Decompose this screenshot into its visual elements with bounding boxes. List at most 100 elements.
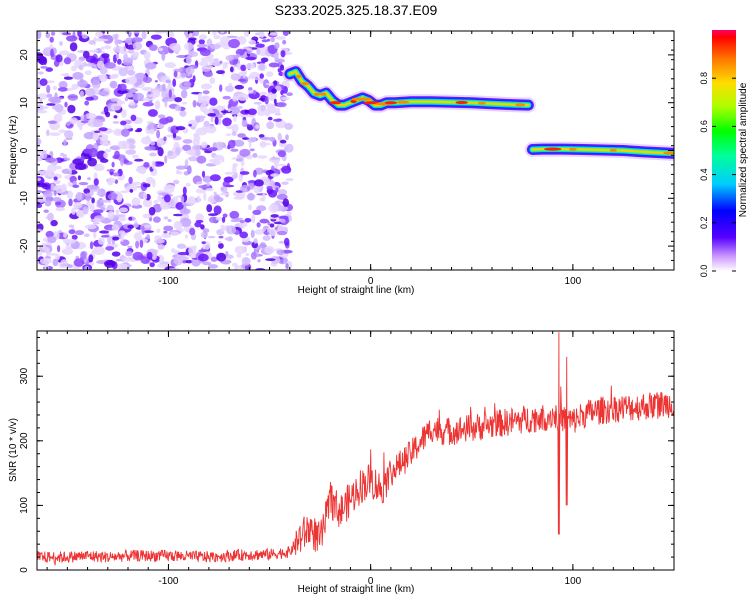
noise-blob bbox=[254, 77, 261, 81]
noise-blob bbox=[60, 152, 65, 157]
noise-blob bbox=[62, 32, 72, 36]
noise-blob bbox=[125, 149, 136, 155]
noise-blob bbox=[166, 85, 171, 92]
noise-blob bbox=[245, 252, 250, 257]
noise-blob bbox=[175, 165, 187, 170]
noise-blob bbox=[58, 129, 67, 134]
noise-blob bbox=[276, 107, 281, 115]
noise-blob bbox=[163, 230, 168, 234]
noise-blob bbox=[185, 66, 195, 75]
noise-blob bbox=[216, 252, 227, 262]
noise-blob bbox=[93, 130, 101, 134]
noise-blob bbox=[276, 102, 287, 108]
noise-blob bbox=[182, 186, 187, 195]
noise-blob bbox=[208, 264, 218, 269]
noise-blob bbox=[202, 261, 212, 266]
noise-blob bbox=[157, 147, 164, 157]
noise-blob bbox=[37, 104, 44, 112]
noise-blob bbox=[226, 225, 230, 234]
noise-blob bbox=[142, 76, 153, 84]
noise-blob bbox=[194, 115, 207, 119]
noise-blob bbox=[248, 39, 257, 45]
noise-blob bbox=[241, 257, 251, 266]
noise-blob bbox=[202, 95, 208, 100]
noise-blob bbox=[225, 55, 234, 61]
noise-blob bbox=[127, 70, 136, 76]
snr-xtick-label: -100 bbox=[158, 576, 178, 587]
noise-blob bbox=[179, 217, 192, 227]
noise-blob bbox=[257, 103, 261, 113]
snr-xtick-label: 100 bbox=[565, 576, 582, 587]
noise-blob bbox=[181, 89, 188, 99]
noise-blob bbox=[69, 117, 78, 125]
noise-blob bbox=[109, 145, 121, 151]
noise-blob bbox=[273, 118, 282, 122]
noise-blob bbox=[195, 219, 204, 223]
noise-blob bbox=[84, 265, 90, 270]
noise-blob bbox=[234, 217, 244, 220]
noise-blob bbox=[267, 116, 273, 121]
noise-blob bbox=[200, 141, 208, 148]
noise-blob bbox=[167, 150, 174, 157]
noise-blob bbox=[224, 171, 235, 175]
noise-blob bbox=[167, 219, 172, 222]
noise-blob bbox=[59, 41, 63, 46]
noise-blob bbox=[98, 127, 108, 132]
noise-blob bbox=[111, 161, 115, 168]
noise-blob bbox=[220, 185, 228, 194]
noise-blob bbox=[84, 100, 90, 106]
noise-blob bbox=[202, 228, 210, 234]
noise-blob bbox=[221, 216, 226, 223]
noise-blob bbox=[276, 249, 285, 256]
noise-blob bbox=[180, 72, 188, 78]
noise-blob bbox=[43, 209, 49, 213]
noise-blob bbox=[258, 31, 265, 38]
noise-blob bbox=[80, 155, 85, 162]
noise-blob bbox=[66, 121, 71, 126]
noise-blob bbox=[200, 231, 209, 238]
snr-ticks: -100 0 100 0 100 200 300 bbox=[19, 331, 675, 587]
noise-blob bbox=[92, 246, 105, 255]
noise-blob bbox=[256, 47, 261, 56]
noise-blob bbox=[165, 31, 173, 37]
noise-blob bbox=[256, 193, 268, 196]
noise-blob bbox=[152, 178, 156, 188]
noise-blob bbox=[206, 204, 213, 213]
noise-blob bbox=[162, 204, 171, 209]
noise-blob bbox=[121, 109, 127, 118]
noise-blob bbox=[278, 215, 289, 220]
noise-blob bbox=[132, 251, 144, 261]
noise-blob bbox=[50, 48, 54, 58]
noise-blob bbox=[96, 38, 109, 42]
noise-blob bbox=[143, 161, 150, 168]
noise-blob bbox=[58, 81, 68, 89]
noise-blob bbox=[185, 260, 193, 264]
noise-blob bbox=[116, 194, 123, 203]
snr-ylabel: SNR (10 * v/v) bbox=[8, 418, 19, 482]
noise-blob bbox=[196, 155, 207, 164]
noise-blob bbox=[115, 258, 122, 262]
noise-blob bbox=[38, 245, 49, 253]
noise-blob bbox=[185, 234, 188, 239]
ridge-peak bbox=[350, 99, 357, 104]
snr-ytick-label: 0 bbox=[19, 567, 30, 573]
noise-blob bbox=[142, 183, 151, 188]
noise-blob bbox=[68, 198, 73, 207]
noise-blob bbox=[230, 73, 241, 81]
noise-blob bbox=[92, 218, 102, 222]
noise-blob bbox=[72, 184, 80, 188]
noise-blob bbox=[47, 120, 58, 125]
noise-blob bbox=[114, 179, 119, 184]
noise-blob bbox=[120, 234, 124, 242]
noise-blob bbox=[184, 159, 189, 168]
noise-blob bbox=[247, 192, 255, 201]
noise-blob bbox=[53, 113, 63, 123]
noise-blob bbox=[277, 68, 282, 73]
noise-blob bbox=[179, 110, 187, 117]
noise-blob bbox=[93, 209, 104, 214]
noise-blob bbox=[61, 248, 74, 255]
noise-blob bbox=[142, 101, 154, 107]
noise-blob bbox=[63, 76, 73, 80]
noise-blob bbox=[175, 202, 184, 210]
spectrogram-ytick-label: 10 bbox=[19, 97, 30, 109]
